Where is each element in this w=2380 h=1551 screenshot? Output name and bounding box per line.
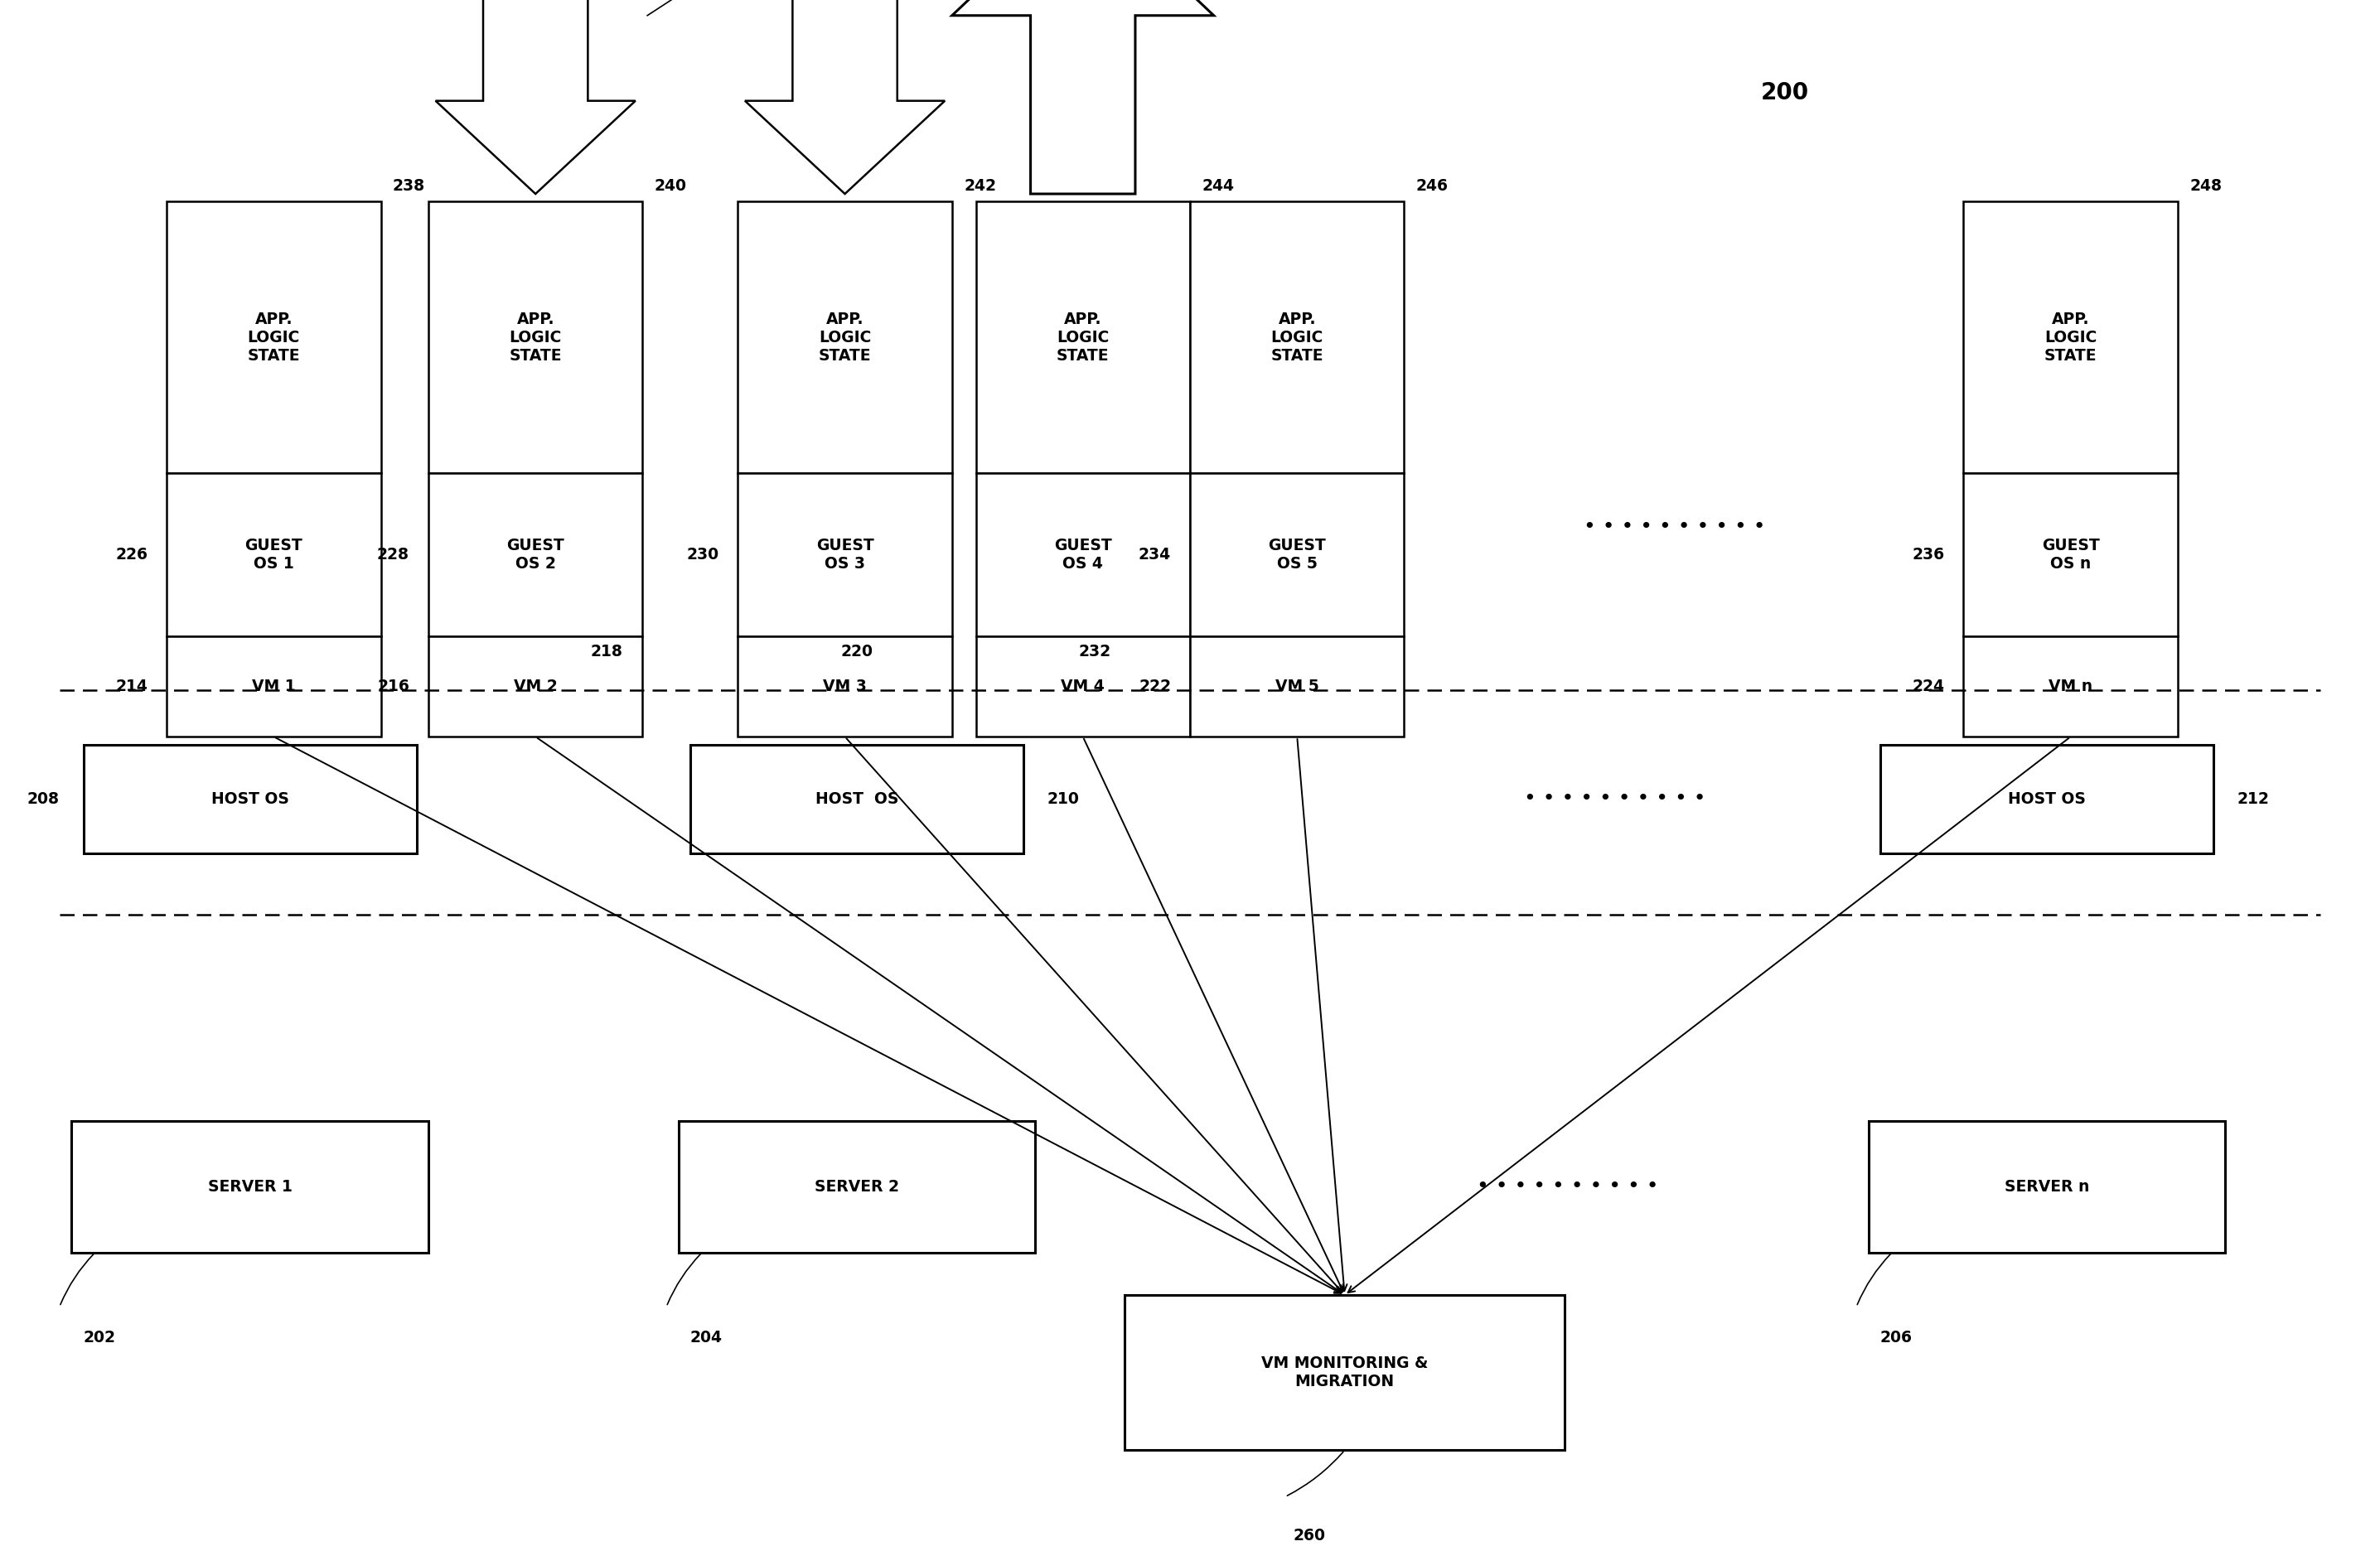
Bar [167,473,381,636]
Bar [976,636,1190,737]
Text: APP.
LOGIC
STATE: APP. LOGIC STATE [1271,312,1323,363]
Text: 220: 220 [840,644,873,659]
Text: 224: 224 [1911,678,1944,695]
Text: 214: 214 [114,678,148,695]
Text: 242: 242 [964,178,997,194]
Text: VM n: VM n [2049,678,2092,695]
Bar [1190,202,1404,473]
Bar [1964,473,2178,636]
Bar [738,636,952,737]
Text: 234: 234 [1138,546,1171,563]
Text: SERVER n: SERVER n [2004,1179,2090,1194]
Bar [428,473,643,636]
Text: 260: 260 [1292,1528,1326,1543]
Bar [1868,1120,2225,1253]
Text: 232: 232 [1078,644,1111,659]
Bar [738,202,952,473]
Text: GUEST
OS 2: GUEST OS 2 [507,538,564,571]
Text: 246: 246 [1416,178,1449,194]
Text: 202: 202 [83,1331,117,1346]
Text: SERVER 2: SERVER 2 [814,1179,900,1194]
Text: • • • • • • • • • •: • • • • • • • • • • [1523,789,1714,808]
Text: 208: 208 [26,791,60,807]
Text: 200: 200 [1761,82,1809,104]
Text: HOST OS: HOST OS [2009,791,2085,807]
Text: APP.
LOGIC
STATE: APP. LOGIC STATE [248,312,300,363]
Text: APP.
LOGIC
STATE: APP. LOGIC STATE [1057,312,1109,363]
Text: 206: 206 [1880,1331,1914,1346]
Text: 218: 218 [590,644,624,659]
Text: GUEST
OS 3: GUEST OS 3 [816,538,873,571]
Text: 210: 210 [1047,791,1081,807]
Bar [690,744,1023,853]
Text: • • • • • • • • • •: • • • • • • • • • • [1476,1177,1666,1196]
Text: HOST OS: HOST OS [212,791,288,807]
Text: GUEST
OS n: GUEST OS n [2042,538,2099,571]
Polygon shape [436,0,635,194]
Text: 244: 244 [1202,178,1235,194]
Bar [1964,636,2178,737]
Bar [976,202,1190,473]
Text: 248: 248 [2190,178,2223,194]
Text: 236: 236 [1911,546,1944,563]
Bar [976,473,1190,636]
Bar [71,1120,428,1253]
Text: 204: 204 [690,1331,724,1346]
Bar [678,1120,1035,1253]
Bar [83,744,417,853]
Text: VM MONITORING &
MIGRATION: VM MONITORING & MIGRATION [1261,1356,1428,1390]
Bar [1190,473,1404,636]
Text: APP.
LOGIC
STATE: APP. LOGIC STATE [509,312,562,363]
Text: APP.
LOGIC
STATE: APP. LOGIC STATE [819,312,871,363]
Text: APP.
LOGIC
STATE: APP. LOGIC STATE [2044,312,2097,363]
Bar [428,636,643,737]
Text: HOST  OS: HOST OS [816,791,897,807]
Text: 230: 230 [685,546,719,563]
Text: 238: 238 [393,178,426,194]
Text: VM 3: VM 3 [823,678,866,695]
Bar [167,202,381,473]
Text: 240: 240 [655,178,688,194]
Text: 226: 226 [114,546,148,563]
Text: GUEST
OS 5: GUEST OS 5 [1269,538,1326,571]
Text: VM 2: VM 2 [514,678,557,695]
Bar [1123,1295,1566,1450]
Text: SERVER 1: SERVER 1 [207,1179,293,1194]
Polygon shape [952,0,1214,194]
Text: • • • • • • • • • •: • • • • • • • • • • [1583,518,1773,537]
Text: GUEST
OS 1: GUEST OS 1 [245,538,302,571]
Text: 212: 212 [2237,791,2271,807]
Bar [428,202,643,473]
Text: VM 1: VM 1 [252,678,295,695]
Polygon shape [745,0,945,194]
Bar [167,636,381,737]
Text: VM 5: VM 5 [1276,678,1319,695]
Bar [1880,744,2213,853]
Text: VM 4: VM 4 [1061,678,1104,695]
Text: 222: 222 [1138,678,1171,695]
Text: 228: 228 [376,546,409,563]
Bar [1964,202,2178,473]
Text: GUEST
OS 4: GUEST OS 4 [1054,538,1111,571]
Text: 216: 216 [376,678,409,695]
Bar [738,473,952,636]
Bar [1190,636,1404,737]
